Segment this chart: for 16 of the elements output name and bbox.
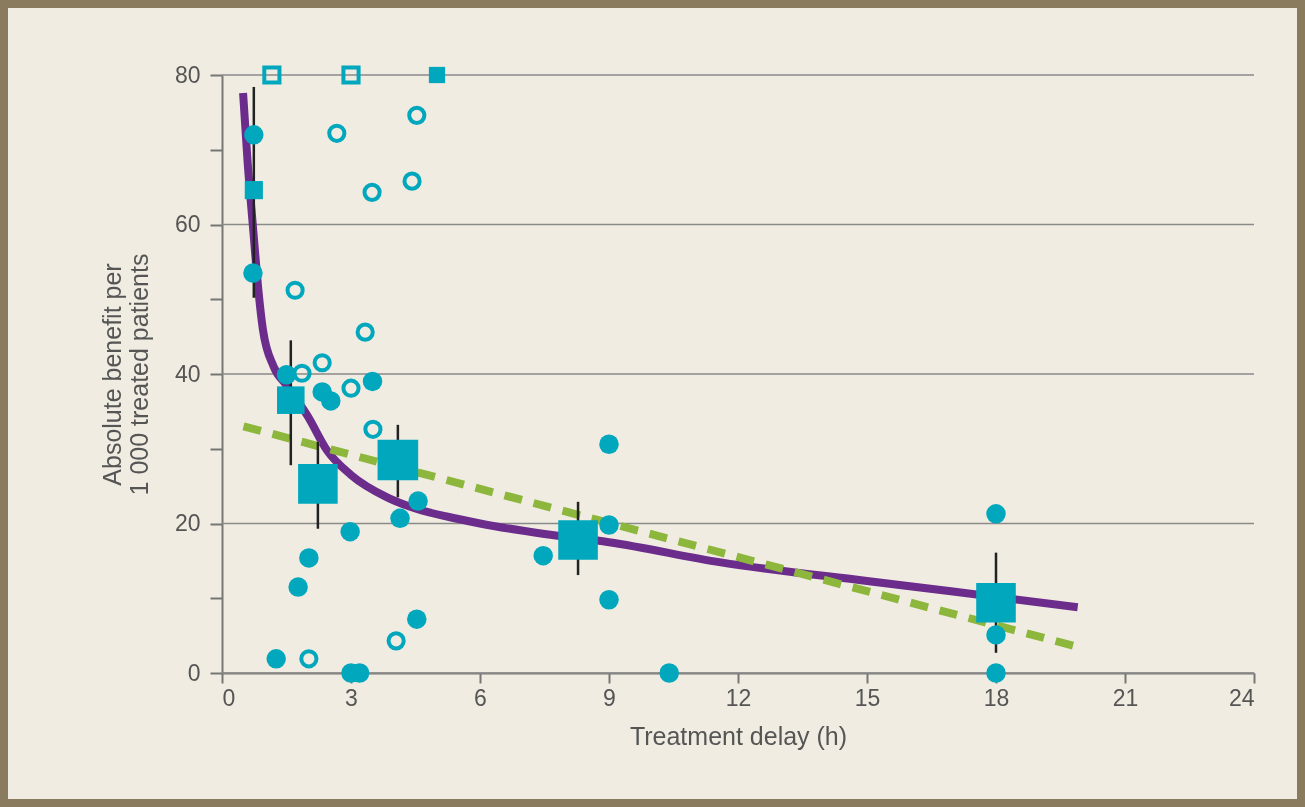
x-tick-label: 9 (603, 684, 616, 711)
x-tick-label: 6 (474, 684, 487, 711)
x-tick-label: 0 (222, 684, 236, 711)
y-axis-title: Absolute benefit per 1 000 treated patients (97, 253, 153, 496)
x-tick-label: 3 (345, 684, 358, 711)
y-tick-label: 80 (174, 61, 201, 88)
y-tick-label: 20 (174, 510, 201, 536)
x-tick-label: 15 (854, 684, 881, 711)
x-tick-label: 18 (983, 684, 1010, 711)
x-tick-label: 24 (1228, 684, 1255, 711)
x-axis-title: Treatment delay (h) (629, 721, 848, 750)
y-tick-label: 60 (174, 211, 201, 237)
x-tick-label: 21 (1112, 684, 1139, 711)
y-tick-label: 40 (174, 360, 201, 387)
x-tick-label: 12 (725, 684, 752, 711)
y-tick-label: 0 (187, 659, 201, 686)
